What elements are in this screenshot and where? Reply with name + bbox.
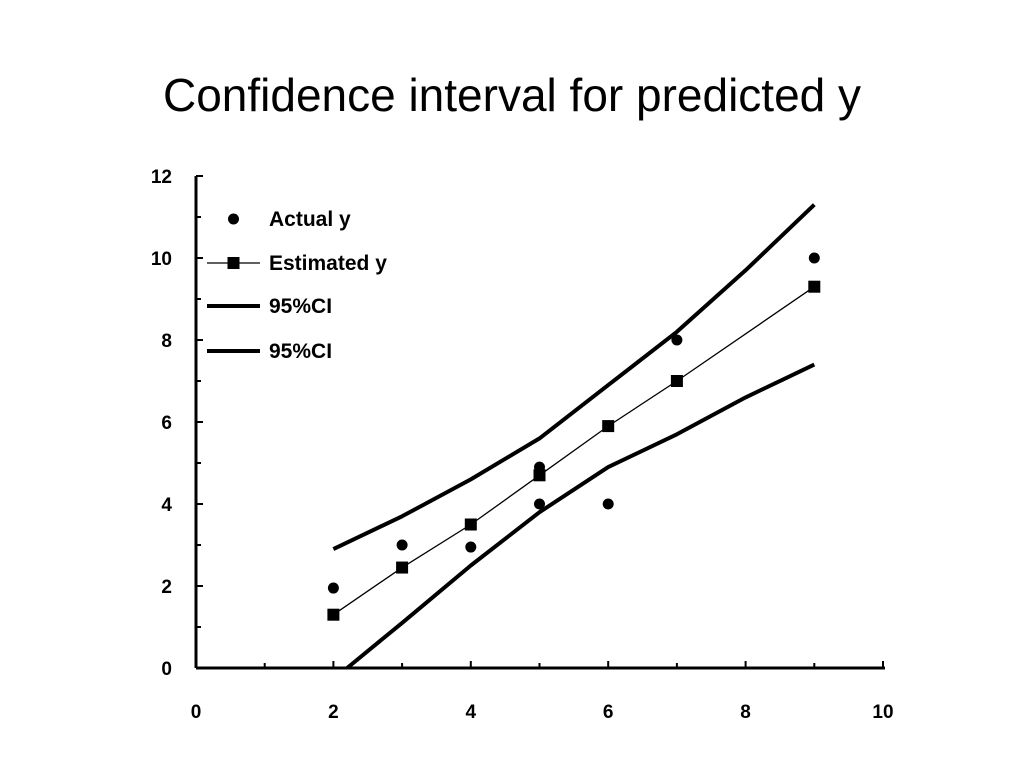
ci-line	[332, 203, 816, 551]
actual-point	[602, 498, 614, 510]
estimate-point	[602, 420, 615, 433]
y-tick-label: 6	[161, 413, 172, 434]
estimate-point	[327, 608, 340, 621]
slide-title: Confidence interval for predicted y	[162, 69, 862, 121]
actual-point	[396, 539, 408, 551]
legend-item: Estimated y	[207, 252, 387, 275]
estimate-point	[533, 469, 546, 482]
actual-point	[671, 334, 683, 346]
ci-line	[345, 362, 816, 670]
estimate-point	[808, 280, 821, 293]
legend-symbol-circle	[228, 213, 239, 225]
x-tick-label: 10	[872, 702, 893, 723]
x-tick-label: 4	[466, 702, 477, 723]
y-tick-label: 0	[161, 659, 172, 680]
x-tick-label: 6	[603, 702, 614, 723]
x-tick-label: 2	[328, 702, 339, 723]
legend-label: 95%CI	[269, 340, 332, 363]
estimate-point	[464, 518, 477, 531]
axes: 0 2 4 6 8 10 12 0 2 4 6 8 10	[151, 167, 894, 723]
legend-label: 95%CI	[269, 295, 332, 318]
actual-point	[534, 498, 545, 510]
series-estimated-y	[327, 280, 821, 621]
estimate-point	[396, 561, 409, 574]
legend: Actual y Estimated y 95%CI 95%CI	[207, 208, 387, 363]
series-layer	[327, 203, 821, 670]
series-95-ci	[332, 203, 816, 551]
legend-label: Estimated y	[269, 252, 387, 275]
actual-point	[327, 582, 339, 594]
y-tick-label: 10	[151, 249, 172, 270]
estimate-point	[670, 375, 683, 387]
y-tick-label: 12	[151, 167, 172, 188]
y-tick-label: 8	[161, 331, 172, 352]
actual-point	[808, 252, 820, 264]
legend-label: Actual y	[269, 208, 351, 231]
actual-point	[465, 541, 477, 553]
legend-item: 95%CI	[207, 340, 332, 363]
x-tick-label: 8	[740, 702, 751, 723]
legend-symbol-square	[227, 257, 240, 269]
series-actual-y	[327, 252, 820, 594]
x-tick-label: 0	[191, 702, 202, 723]
legend-item: 95%CI	[207, 295, 332, 318]
y-tick-label: 4	[161, 495, 172, 516]
y-tick-label: 2	[161, 577, 172, 598]
series-95-ci	[345, 362, 816, 670]
legend-item: Actual y	[228, 208, 351, 231]
